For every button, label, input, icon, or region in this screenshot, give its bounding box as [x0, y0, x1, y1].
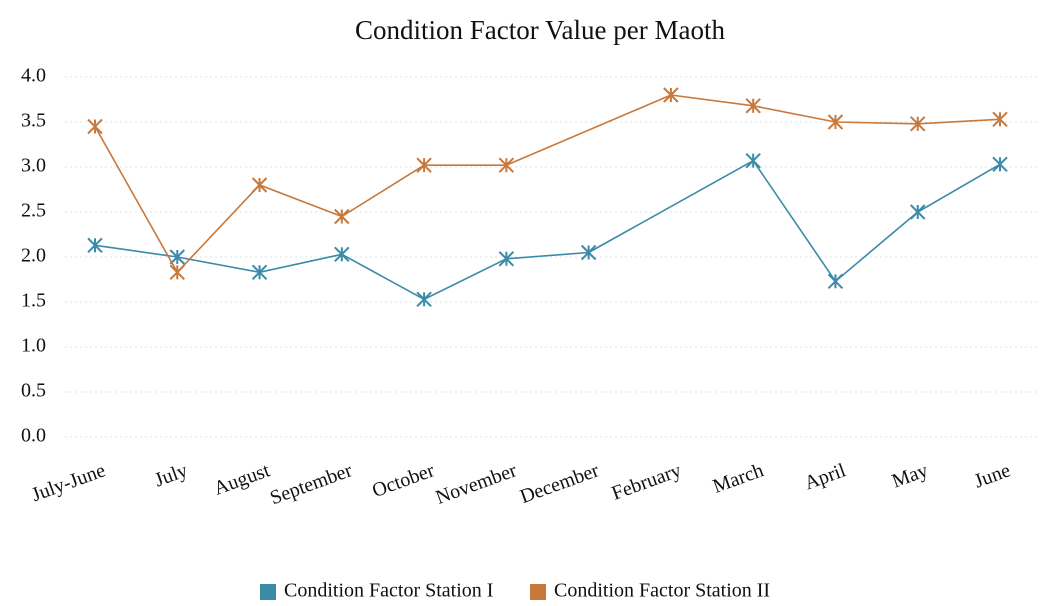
point-marker [498, 251, 515, 267]
y-tick-label: 3.5 [21, 110, 46, 132]
point-marker [580, 244, 597, 261]
x-tick-label: June [971, 459, 1013, 492]
y-tick-label: 1.5 [21, 290, 46, 312]
x-tick-label: May [889, 459, 931, 492]
y-tick-label: 2.0 [21, 245, 46, 267]
y-tick-label: 4.0 [21, 65, 46, 87]
y-tick-label: 3.0 [21, 155, 46, 177]
point-marker [992, 156, 1008, 173]
point-marker [827, 273, 844, 290]
gap-bridge [506, 94, 672, 166]
x-tick-label: April [802, 459, 850, 494]
chart-title: Condition Factor Value per Maoth [355, 15, 725, 45]
point-marker [745, 152, 761, 169]
series-line [94, 160, 1001, 301]
x-tick-label: July [152, 459, 191, 491]
legend-swatch [260, 584, 276, 600]
y-tick-label: 2.5 [21, 200, 46, 222]
point-marker [251, 177, 268, 193]
legend-label: Condition Factor Station II [554, 580, 770, 602]
point-marker [663, 87, 679, 103]
point-marker [169, 249, 185, 265]
point-marker [416, 291, 432, 308]
point-marker [498, 157, 515, 173]
x-tick-label: February [609, 459, 684, 504]
x-tick-label: September [267, 459, 355, 509]
point-marker [87, 118, 103, 135]
point-marker [334, 208, 350, 225]
point-marker [910, 116, 926, 132]
point-marker [827, 114, 844, 130]
point-marker [910, 204, 926, 220]
x-tick-label: August [211, 459, 273, 500]
y-tick-label: 0.5 [21, 380, 46, 402]
legend-swatch [530, 584, 546, 600]
point-marker [251, 264, 268, 281]
x-tick-label: July-June [29, 459, 109, 506]
x-tick-label: December [517, 459, 602, 508]
x-tick-label: November [433, 459, 520, 509]
gap-bridge [588, 160, 754, 254]
point-marker [169, 264, 185, 281]
x-tick-label: March [710, 459, 767, 498]
point-marker [416, 157, 432, 173]
legend-label: Condition Factor Station I [284, 580, 493, 602]
point-marker [992, 111, 1008, 128]
y-tick-label: 1.0 [21, 335, 46, 357]
x-tick-label: October [369, 459, 437, 502]
y-tick-label: 0.0 [21, 425, 46, 447]
point-marker [334, 246, 350, 263]
point-marker [745, 98, 761, 114]
point-marker [87, 237, 103, 254]
